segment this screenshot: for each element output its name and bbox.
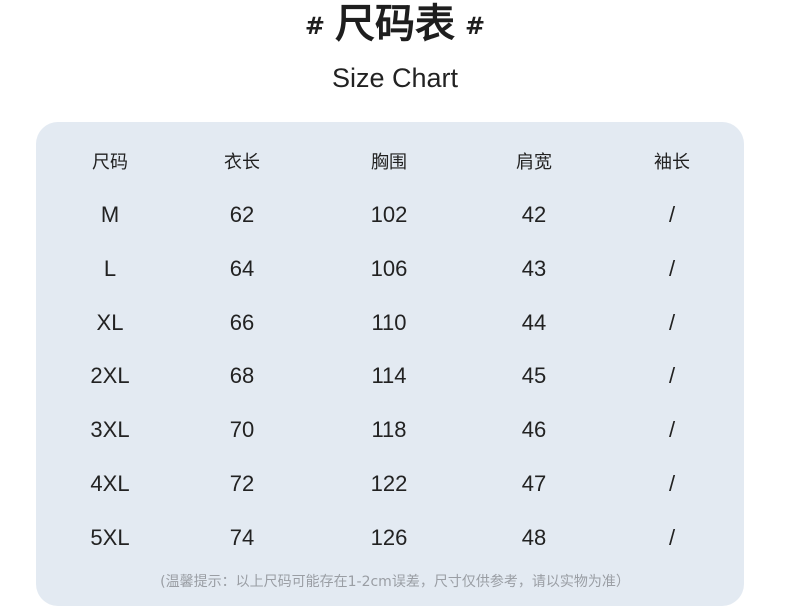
table-cell: 46 [521,417,547,443]
table-cell: 62 [229,202,255,227]
column-header: 衣长 [224,152,260,173]
table-cell: 102 [370,202,408,227]
table-cell: 64 [229,255,255,281]
hash-left: # [304,12,325,40]
table-cell: 47 [521,471,547,496]
table-cell: 126 [370,524,408,550]
table-cell: 48 [521,524,547,550]
table-cell: 70 [229,417,255,443]
title-text: 尺码表 [335,1,455,47]
table-cell: 66 [229,309,255,335]
table-cell: 68 [229,363,255,389]
table-cell: L [103,255,117,281]
table-cell: 74 [229,524,255,550]
column-header: 肩宽 [516,152,552,173]
table-cell: 72 [229,471,255,496]
table-cell: / [668,255,676,281]
disclaimer-note: (温馨提示：以上尺码可能存在1-2cm误差，尺寸仅供参考，请以实物为准） [160,574,630,590]
table-cell: 122 [370,471,408,496]
table-cell: 106 [370,255,408,281]
table-cell: 118 [371,417,407,443]
hash-right: # [465,12,486,40]
table-cell: 44 [521,309,547,335]
table-cell: 110 [371,309,407,335]
table-cell: / [668,417,676,443]
table-cell: / [668,471,676,496]
table-cell: XL [96,309,124,335]
page-title: # 尺码表 # [0,0,790,50]
table-cell: 2XL [90,363,130,389]
table-cell: / [668,202,676,227]
table-cell: 5XL [90,524,130,550]
table-cell: 43 [521,255,547,281]
column-header: 尺码 [92,152,128,173]
table-cell: / [668,363,676,389]
table-cell: 3XL [90,417,130,443]
column-header: 胸围 [371,152,407,173]
table-cell: 42 [521,202,547,227]
table-cell: / [668,524,676,550]
table-cell: 4XL [90,471,130,496]
column-header: 袖长 [654,152,690,173]
table-cell: / [668,309,676,335]
subtitle: Size Chart [331,63,459,93]
table-cell: 114 [371,363,407,389]
size-table-panel [36,122,744,606]
table-cell: M [100,202,120,227]
table-cell: 45 [521,363,547,389]
